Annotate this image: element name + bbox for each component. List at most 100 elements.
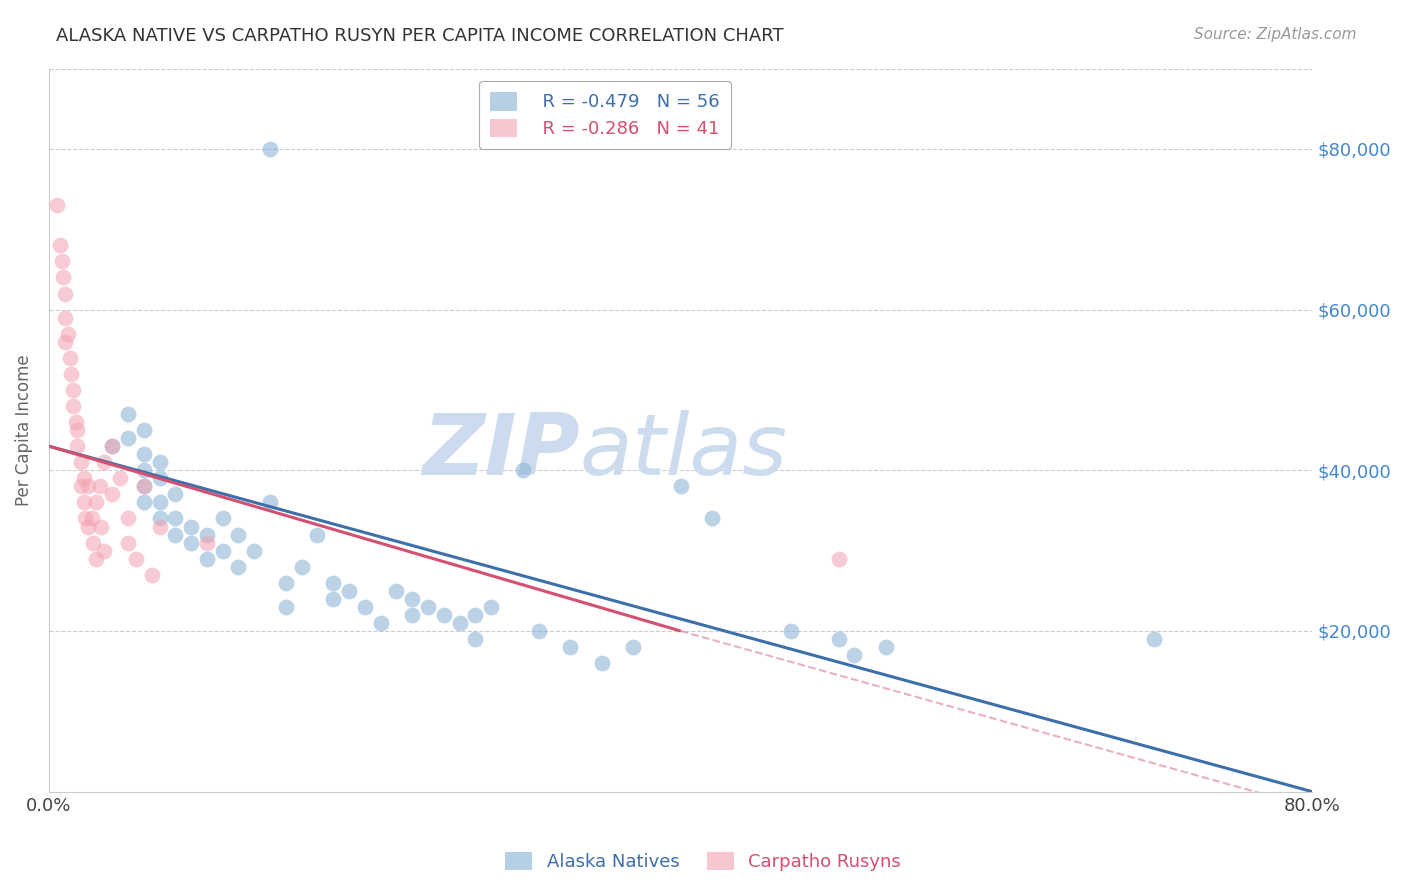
Point — [274, 599, 297, 614]
Point — [65, 415, 87, 429]
Point — [243, 543, 266, 558]
Point — [69, 479, 91, 493]
Text: ZIP: ZIP — [422, 410, 579, 493]
Point — [75, 511, 97, 525]
Text: ALASKA NATIVE VS CARPATHO RUSYN PER CAPITA INCOME CORRELATION CHART: ALASKA NATIVE VS CARPATHO RUSYN PER CAPI… — [56, 27, 785, 45]
Point — [527, 624, 550, 638]
Point — [73, 495, 96, 509]
Point — [337, 583, 360, 598]
Legend: Alaska Natives, Carpatho Rusyns: Alaska Natives, Carpatho Rusyns — [498, 845, 908, 879]
Point — [90, 519, 112, 533]
Point — [464, 632, 486, 646]
Point — [416, 599, 439, 614]
Point — [66, 439, 89, 453]
Point — [353, 599, 375, 614]
Point — [512, 463, 534, 477]
Y-axis label: Per Capita Income: Per Capita Income — [15, 354, 32, 506]
Point — [132, 463, 155, 477]
Point — [211, 543, 233, 558]
Point — [259, 142, 281, 156]
Point — [433, 607, 456, 622]
Point — [66, 423, 89, 437]
Point — [195, 551, 218, 566]
Point — [702, 511, 724, 525]
Point — [125, 551, 148, 566]
Point — [77, 519, 100, 533]
Point — [669, 479, 692, 493]
Point — [132, 479, 155, 493]
Point — [45, 198, 67, 212]
Point — [180, 519, 202, 533]
Point — [132, 495, 155, 509]
Point — [86, 551, 108, 566]
Point — [228, 559, 250, 574]
Point — [827, 632, 849, 646]
Point — [259, 495, 281, 509]
Point — [780, 624, 803, 638]
Point — [591, 656, 613, 670]
Point — [180, 535, 202, 549]
Point — [464, 607, 486, 622]
Point — [322, 575, 344, 590]
Point — [117, 511, 139, 525]
Point — [77, 479, 100, 493]
Point — [827, 551, 849, 566]
Point — [875, 640, 897, 654]
Point — [117, 431, 139, 445]
Point — [56, 326, 79, 341]
Point — [322, 591, 344, 606]
Legend:   R = -0.479   N = 56,   R = -0.286   N = 41: R = -0.479 N = 56, R = -0.286 N = 41 — [479, 81, 731, 149]
Point — [148, 511, 170, 525]
Point — [141, 567, 163, 582]
Point — [101, 487, 124, 501]
Point — [53, 310, 76, 325]
Point — [101, 439, 124, 453]
Point — [62, 383, 84, 397]
Point — [86, 495, 108, 509]
Point — [165, 511, 187, 525]
Point — [1143, 632, 1166, 646]
Point — [479, 599, 502, 614]
Point — [62, 399, 84, 413]
Point — [117, 535, 139, 549]
Point — [60, 367, 83, 381]
Point — [52, 270, 75, 285]
Point — [93, 543, 115, 558]
Point — [449, 615, 471, 630]
Point — [117, 407, 139, 421]
Point — [93, 455, 115, 469]
Point — [82, 535, 104, 549]
Point — [73, 471, 96, 485]
Point — [228, 527, 250, 541]
Point — [148, 519, 170, 533]
Point — [132, 479, 155, 493]
Point — [49, 238, 72, 252]
Point — [148, 455, 170, 469]
Point — [148, 495, 170, 509]
Point — [148, 471, 170, 485]
Point — [108, 471, 131, 485]
Point — [165, 527, 187, 541]
Point — [195, 527, 218, 541]
Point — [211, 511, 233, 525]
Point — [291, 559, 314, 574]
Point — [58, 351, 80, 365]
Point — [53, 286, 76, 301]
Point — [165, 487, 187, 501]
Point — [89, 479, 111, 493]
Point — [385, 583, 408, 598]
Point — [621, 640, 644, 654]
Point — [401, 591, 423, 606]
Point — [132, 447, 155, 461]
Point — [370, 615, 392, 630]
Point — [53, 334, 76, 349]
Point — [401, 607, 423, 622]
Point — [132, 423, 155, 437]
Point — [844, 648, 866, 662]
Point — [307, 527, 329, 541]
Point — [51, 254, 73, 268]
Point — [101, 439, 124, 453]
Text: atlas: atlas — [579, 410, 787, 493]
Point — [69, 455, 91, 469]
Point — [558, 640, 581, 654]
